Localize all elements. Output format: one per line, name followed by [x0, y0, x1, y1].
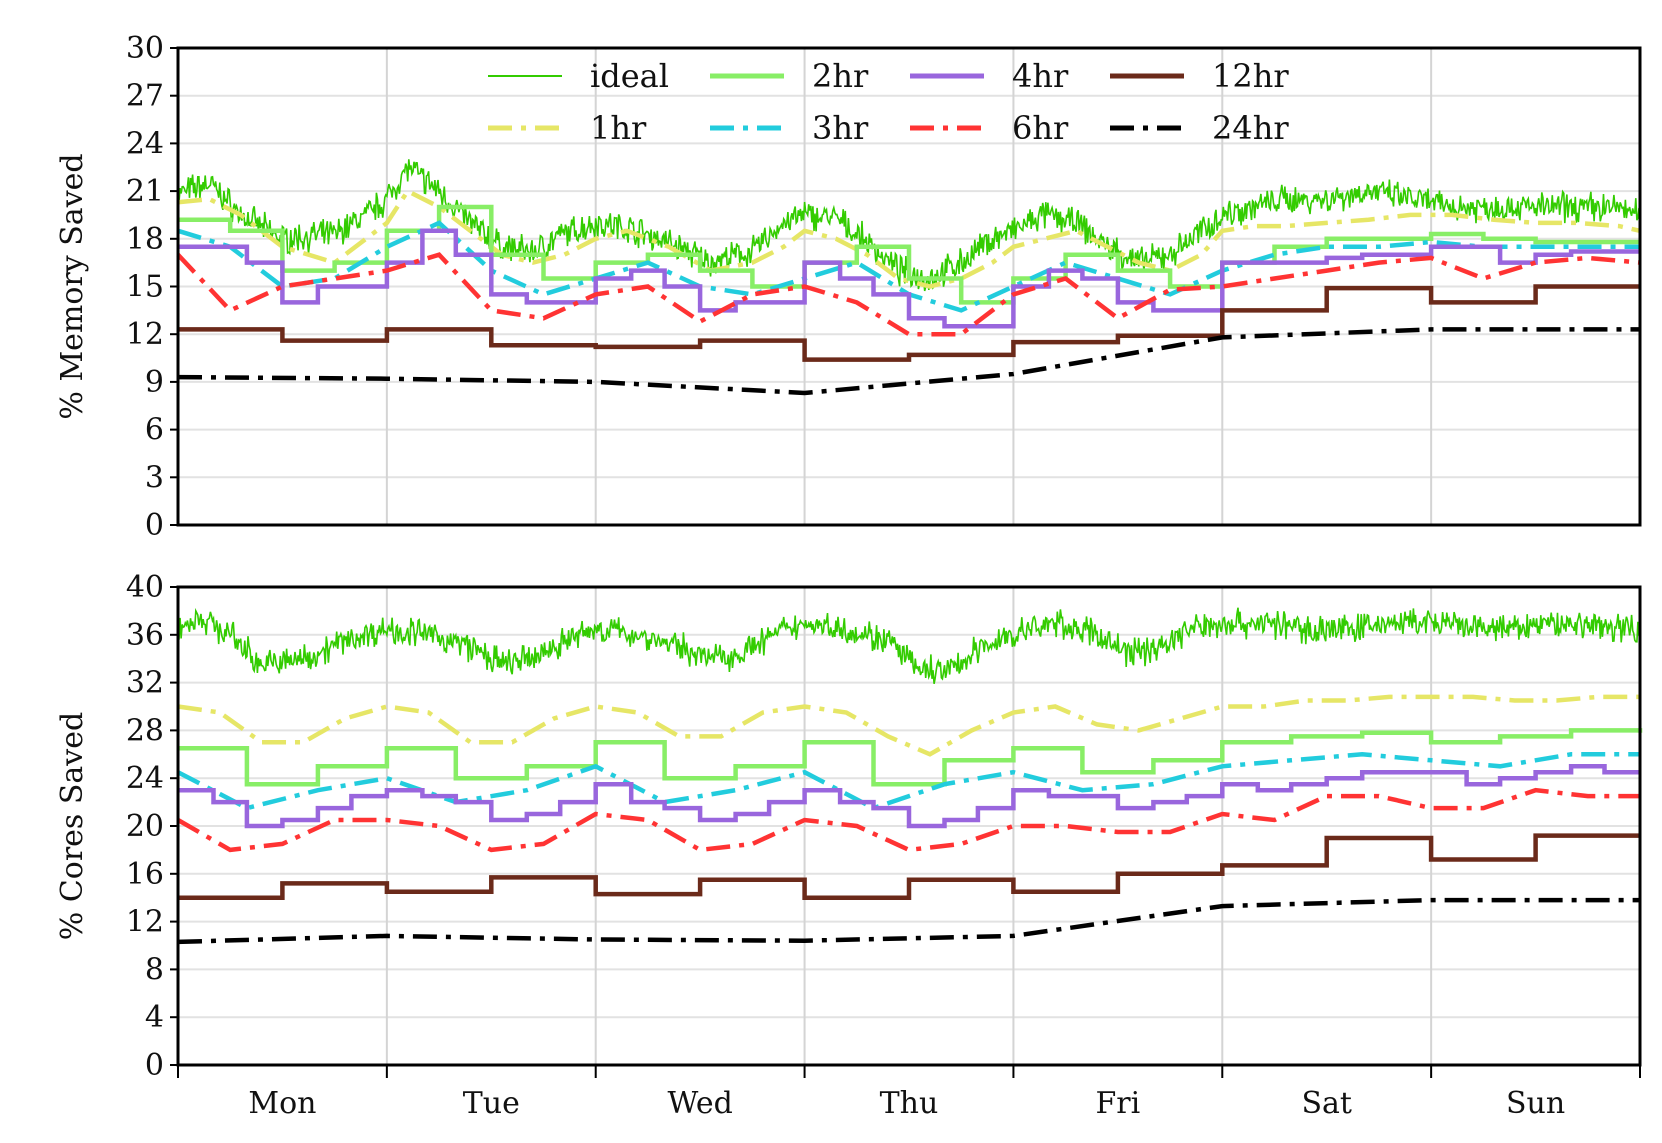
day-x-axis-ticks: Mon Tue Wed Thu Fri Sat Sun — [177, 1065, 1641, 1121]
x-tick-label-fri: Fri — [1095, 1086, 1140, 1121]
y-tick-label: 30 — [126, 31, 164, 66]
series-line-4hr — [178, 764, 1640, 829]
series-line-12hr — [178, 833, 1640, 900]
y-tick-label: 12 — [126, 905, 164, 940]
legend-label-ideal: ideal — [590, 57, 669, 95]
x-tick-label-mon: Mon — [248, 1086, 316, 1121]
y-tick-label: 6 — [145, 413, 164, 448]
legend-label-1hr: 1hr — [590, 109, 647, 147]
y-tick-label: 24 — [126, 761, 164, 796]
series-line-1hr — [177, 188, 1641, 289]
cores-saved-panel: 0 4 8 12 16 20 24 28 32 36 40 Mon Tue Wed Thu Fri Sat Su… — [55, 570, 1643, 1121]
memory-y-axis-label: % Memory Saved — [55, 153, 90, 419]
y-tick-label: 9 — [145, 365, 164, 400]
y-tick-label: 8 — [145, 952, 164, 987]
series-line-24hr — [177, 897, 1640, 945]
y-tick-label: 36 — [126, 618, 164, 653]
x-tick-label-sat: Sat — [1301, 1086, 1352, 1121]
y-tick-label: 32 — [126, 666, 164, 701]
series-line-6hr — [176, 787, 1640, 853]
cores-y-axis-ticks: 0 4 8 12 16 20 24 28 32 36 40 — [126, 570, 178, 1083]
y-tick-label: 21 — [126, 174, 164, 209]
y-tick-label: 20 — [126, 809, 164, 844]
series-line-12hr — [178, 284, 1640, 362]
y-tick-label: 40 — [126, 570, 164, 605]
legend-label-2hr: 2hr — [812, 57, 869, 95]
y-tick-label: 18 — [126, 222, 164, 257]
y-tick-label: 0 — [145, 1048, 164, 1083]
memory-saved-panel: 0 3 6 9 12 15 18 21 24 27 30 % Memory Saved — [55, 31, 1642, 543]
y-tick-label: 27 — [126, 79, 164, 114]
y-tick-label: 4 — [145, 1000, 164, 1035]
legend-label-3hr: 3hr — [812, 109, 869, 147]
legend: ideal 2hr 4hr 12hr 1hr 3hr 6hr 24hr — [488, 57, 1289, 147]
y-tick-label: 24 — [126, 126, 164, 161]
y-tick-label: 15 — [126, 270, 164, 305]
series-line-ideal — [177, 607, 1641, 684]
series-line-1hr — [177, 694, 1640, 757]
y-tick-label: 3 — [145, 460, 164, 495]
legend-label-12hr: 12hr — [1212, 57, 1289, 95]
x-tick-label-wed: Wed — [667, 1086, 732, 1121]
series-line-6hr — [176, 252, 1641, 337]
legend-label-6hr: 6hr — [1012, 109, 1069, 147]
series-line-24hr — [177, 327, 1640, 396]
memory-y-axis-ticks: 0 3 6 9 12 15 18 21 24 27 30 — [126, 31, 178, 543]
cores-y-axis-label: % Cores Saved — [55, 712, 90, 940]
legend-label-4hr: 4hr — [1012, 57, 1069, 95]
series-line-4hr — [178, 228, 1640, 329]
y-tick-label: 28 — [126, 713, 164, 748]
y-tick-label: 12 — [126, 317, 164, 352]
memory-series-lines — [176, 159, 1641, 396]
x-tick-label-tue: Tue — [463, 1086, 520, 1121]
x-tick-label-sun: Sun — [1506, 1086, 1565, 1121]
cores-series-lines — [176, 607, 1643, 945]
x-tick-label-thu: Thu — [880, 1086, 939, 1121]
y-tick-label: 0 — [145, 508, 164, 543]
y-tick-label: 16 — [126, 857, 164, 892]
legend-label-24hr: 24hr — [1212, 109, 1289, 147]
